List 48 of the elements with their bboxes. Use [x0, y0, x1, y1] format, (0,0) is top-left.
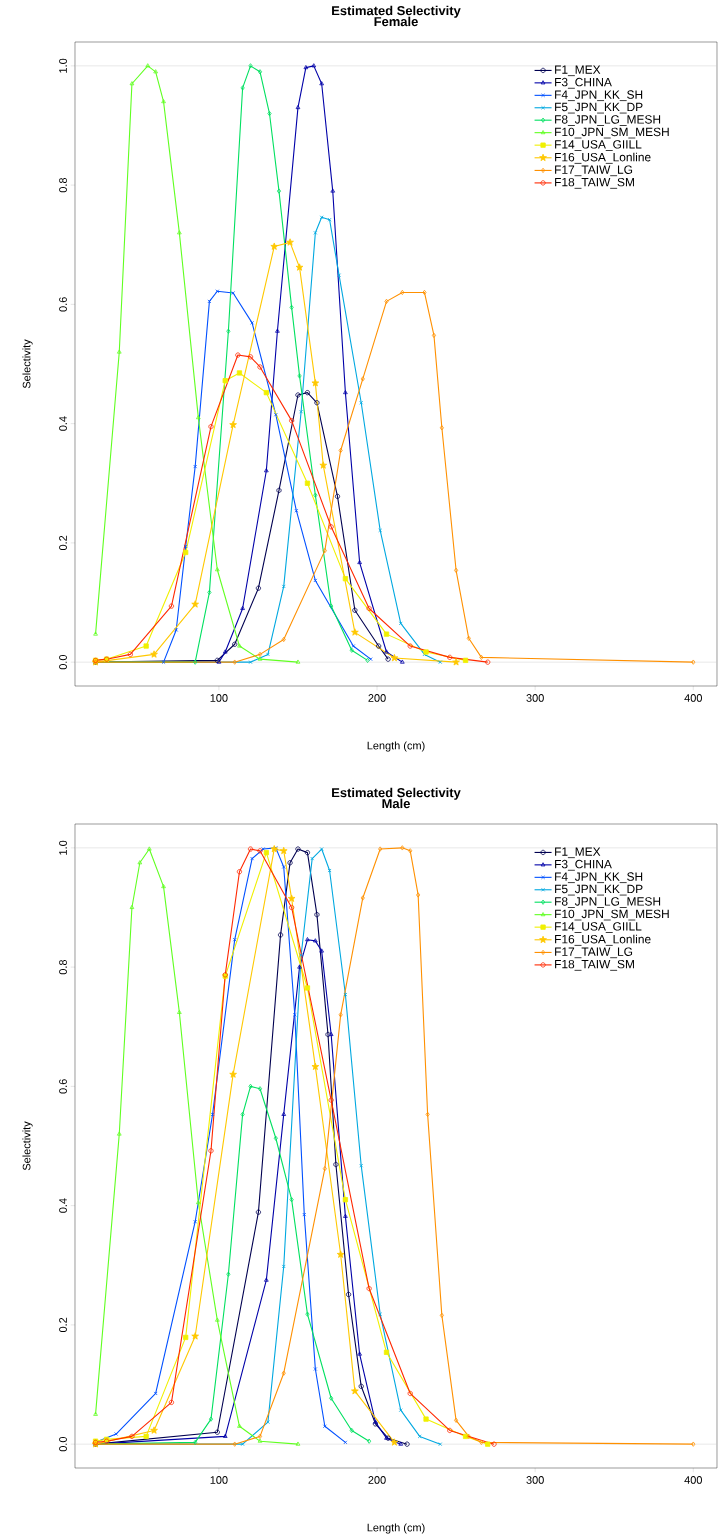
legend-label: F8_JPN_LG_MESH [555, 897, 661, 908]
legend-label: F18_TAIW_SM [555, 177, 634, 189]
y-tick-label: 0.6 [59, 1079, 67, 1094]
y-tick-label: 0.8 [59, 959, 67, 975]
legend-label: F4_JPN_KK_SH [555, 90, 643, 102]
y-tick-label: 0.4 [59, 416, 67, 431]
legend-label: F8_JPN_LG_MESH [555, 115, 661, 126]
legend-label: F3_CHINA [555, 859, 612, 871]
legend-label: F14_USA_GIILL [555, 922, 642, 933]
legend-label: F17_TAIW_LG [555, 165, 633, 177]
y-axis-title: Selectivity [22, 339, 33, 389]
y-axis-title: Selectivity [22, 1121, 33, 1171]
y-tick-label: 1.0 [59, 58, 67, 73]
chart-subtitle: Male [382, 798, 410, 809]
legend-label: F5_JPN_KK_DP [555, 884, 643, 896]
legend-label: F16_USA_Lonline [555, 934, 651, 946]
y-tick-label: 0.0 [59, 654, 67, 670]
x-tick-label: 100 [210, 694, 228, 702]
y-tick-label: 0.2 [59, 1317, 67, 1333]
chart-title: Estimated Selectivity [332, 787, 461, 800]
legend-label: F16_USA_Lonline [555, 152, 651, 164]
legend-label: F1_MEX [555, 847, 601, 859]
legend-label: F4_JPN_KK_SH [555, 872, 643, 884]
legend-label: F14_USA_GIILL [555, 140, 642, 151]
x-tick-label: 400 [684, 694, 702, 702]
chart-subtitle: Female [374, 16, 418, 27]
chart-title: Estimated Selectivity [332, 5, 461, 18]
x-tick-label: 200 [368, 1476, 386, 1484]
y-tick-label: 0.8 [59, 177, 67, 193]
legend-label: F10_JPN_SM_MESH [555, 127, 669, 139]
x-tick-label: 300 [526, 694, 544, 702]
legend-label: F1_MEX [555, 65, 601, 77]
y-tick-label: 1.0 [59, 840, 67, 855]
legend-label: F10_JPN_SM_MESH [555, 909, 669, 921]
y-tick-label: 0.4 [59, 1198, 67, 1213]
y-tick-label: 0.6 [59, 297, 67, 312]
legend-label: F3_CHINA [555, 77, 612, 89]
x-axis-title: Length (cm) [367, 1523, 425, 1534]
x-tick-label: 300 [526, 1476, 544, 1484]
x-tick-label: 200 [368, 694, 386, 702]
legend-label: F17_TAIW_LG [555, 947, 633, 959]
x-axis-title: Length (cm) [367, 741, 425, 752]
legend-label: F18_TAIW_SM [555, 959, 634, 971]
x-tick-label: 400 [684, 1476, 702, 1484]
y-tick-label: 0.2 [59, 535, 67, 551]
x-tick-label: 100 [210, 1476, 228, 1484]
legend-label: F5_JPN_KK_DP [555, 102, 643, 114]
y-tick-label: 0.0 [59, 1436, 67, 1452]
